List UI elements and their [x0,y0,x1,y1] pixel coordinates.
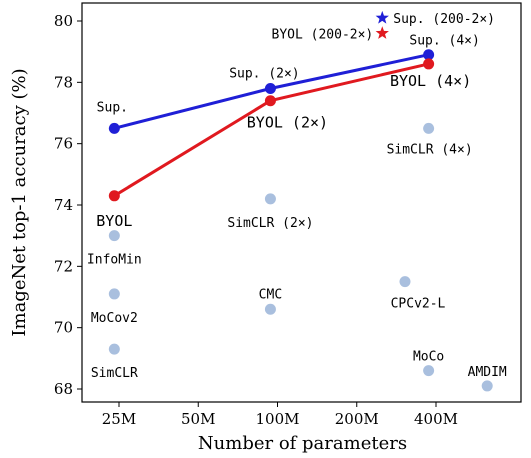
axes: 25M 50M 100M 200M 400M 68 70 72 74 76 78 80 Number o… [9,2,522,454]
point-label: SimCLR (2×) [227,216,313,231]
chart-marks [108,10,493,392]
series-point [108,122,120,134]
point-label: Sup. (4×) [409,34,479,49]
star-point [375,26,389,39]
series-point [264,82,276,94]
point-label: SimCLR [91,366,138,381]
point-label: Sup. (2×) [229,66,299,81]
point-label: SimCLR (4×) [387,142,473,157]
point-label: MoCov2 [91,311,138,326]
point-label: BYOL [96,212,132,230]
method-point [108,288,120,300]
x-tick-label: 100M [256,410,300,428]
method-point [481,380,493,392]
series-point [423,49,435,61]
point-label: Sup. [97,100,128,115]
y-axis-title: ImageNet top-1 accuracy (%) [9,68,30,336]
point-label: BYOL (2×) [247,114,328,132]
point-labels: Sup. Sup. (2×) Sup. (4×) BYOL BYOL (2×) BYOL … [87,12,507,381]
point-label: InfoMin [87,253,142,268]
point-label: AMDIM [468,365,507,380]
method-point [264,193,276,205]
point-label: BYOL (4×) [390,72,471,90]
x-axis-title: Number of parameters [198,433,407,454]
x-tick-label: 200M [335,410,379,428]
y-tick-label: 80 [54,12,73,30]
point-label: CMC [259,287,282,302]
plot-frame [81,2,522,403]
method-point [423,365,435,377]
x-tick-label: 400M [414,410,458,428]
series-point [264,95,276,107]
star-point [375,10,389,24]
y-tick-label: 76 [54,135,73,153]
point-label: Sup. (200-2×) [393,12,495,27]
y-tick-label: 74 [54,196,73,214]
x-tick-label: 50M [181,410,215,428]
y-tick-label: 70 [54,319,73,337]
x-tick-label: 25M [102,410,136,428]
point-label: CPCv2-L [391,297,446,312]
y-tick-label: 78 [54,73,73,91]
series-point [108,190,120,202]
point-label: BYOL (200-2×) [272,27,374,42]
method-point [423,122,435,134]
y-tick-label: 68 [54,380,73,398]
y-tick-label: 72 [54,257,73,275]
method-point [264,303,276,315]
method-point [108,230,120,242]
method-point [399,276,411,288]
method-point [108,343,120,355]
series-point [423,58,435,70]
point-label: MoCo [413,350,444,365]
